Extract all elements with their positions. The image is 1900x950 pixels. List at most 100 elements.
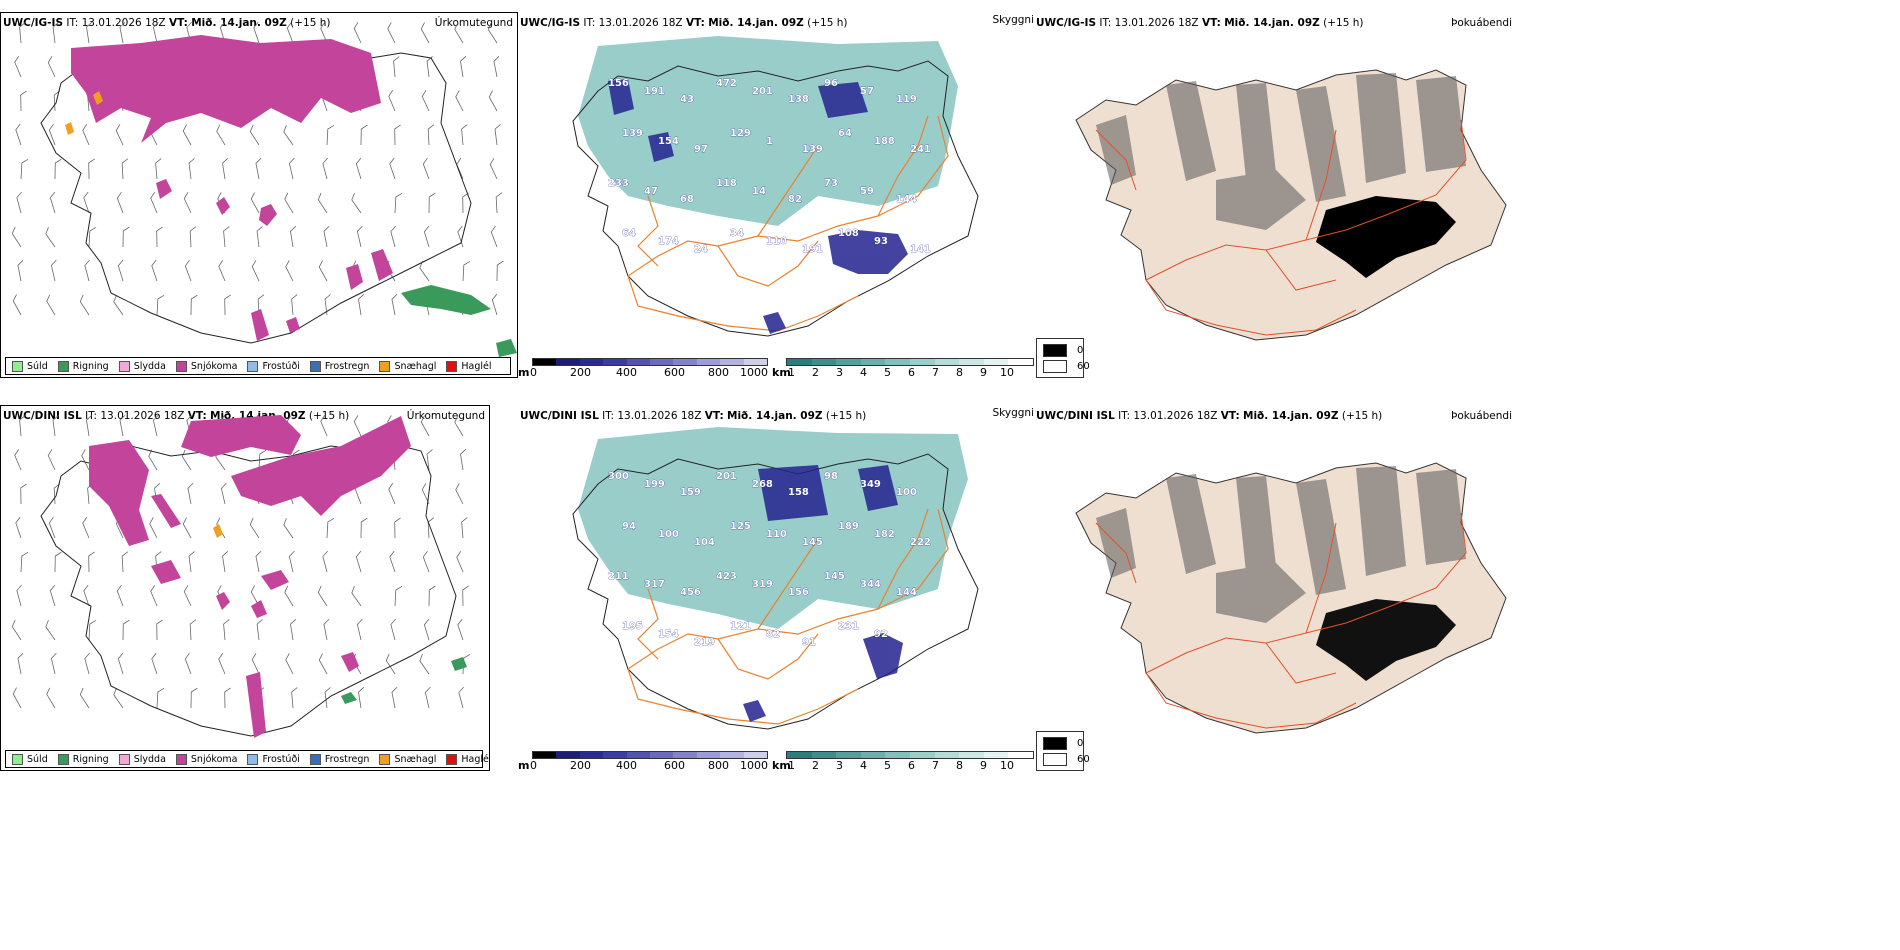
visibility-value-label: 139 [802,144,823,155]
wind-barb-icon [258,449,267,471]
colorbar-tick: 6 [908,366,915,378]
colorbar-tick: 1000 [740,366,768,378]
wind-barb-icon [390,618,396,641]
fog-legend-low: 60 [1043,753,1090,766]
road-network [627,508,949,725]
colorbar-strip [532,358,768,366]
wind-barb-icon [183,585,192,607]
wind-barb-icon [47,56,56,78]
wind-barb-icon [115,124,124,146]
wind-barb-icon [88,226,97,248]
wind-barb-icon [222,158,229,180]
wind-barbs [11,21,504,316]
map-header: UWC/IG-IS IT: 13.01.2026 18Z VT: Mið. 14… [3,17,330,29]
vt-label: VT: [1220,410,1240,422]
wind-barb-icon [224,687,231,709]
visibility-value-label: 144 [896,194,917,205]
legend-item: Rigning [57,753,109,765]
wind-barb-icon [428,585,436,607]
wind-barb-icon [17,259,24,282]
visibility-value-label: 139 [622,128,643,139]
wind-barb-icon [324,294,331,316]
wind-barb-icon [496,260,504,282]
colorbar-segment [696,752,721,758]
colorbar-segment [934,359,960,365]
colorbar-tick: 0 [530,759,537,771]
fog-map-row1: UWC/IG-IS IT: 13.01.2026 18Z VT: Mið. 14… [1036,12,1518,342]
visibility-value-label: 91 [802,637,816,648]
wind-barb-icon [19,22,26,44]
legend-item: Slydda [118,753,166,765]
colorbar-tick: 200 [570,759,591,771]
rain-areas [341,657,467,704]
wind-barb-icon [86,415,93,437]
colorbar-tick: 600 [664,366,685,378]
visibility-map: 156 191 43 472 201 138 96 57 119 139 154 97 129 1 139 6… [572,36,979,337]
it-label: IT: [66,17,79,29]
wind-barb-icon [54,158,62,180]
wind-barb-icon [121,551,129,573]
wind-barb-icon [291,294,298,316]
wind-barb-icon [284,192,294,214]
visibility-value-label: 145 [802,537,823,548]
visibility-value-label: 211 [608,571,629,582]
visibility-value-label: 64 [622,228,636,239]
wind-barb-icon [351,586,362,607]
legend-item: Snjókoma [175,753,237,765]
visibility-value-label: 138 [788,94,809,105]
visibility-map: 300 199 159 201 268 158 98 349 100 94 100 104 125 110… [572,427,979,730]
wind-barb-icon [324,687,331,709]
wind-barb-icon [16,191,22,214]
colorbar-tick: 8 [956,366,963,378]
model-name: UWC/IG-IS [520,17,581,29]
wind-barb-icon [218,260,226,282]
wind-barb-icon [54,551,62,573]
wind-barb-icon [46,687,56,709]
visibility-value-label: 233 [608,178,629,189]
legend-label: Súld [27,753,48,765]
wind-barb-icon [394,517,401,539]
colorbar-tick: 2 [812,759,819,771]
colorbar-segment [860,359,886,365]
fog-map [1075,69,1507,341]
wind-barb-icon [391,686,398,709]
colorbar-tick: 1 [788,759,795,771]
wind-barb-icon [457,618,464,641]
visibility-value-label: 64 [838,128,852,139]
wind-barb-icon [88,619,97,641]
colorbar-segment [673,359,697,365]
wind-barb-icon [322,157,328,180]
glacier-dark [1316,599,1456,681]
wind-barb-icon [46,294,56,316]
wind-barb-icon [256,619,263,641]
wind-barb-icon [187,482,194,505]
wind-barbs [11,414,471,709]
wind-barb-icon [12,687,22,709]
fog-shading [1096,73,1466,230]
visibility-value-label: 96 [824,78,838,89]
colorbar-tick: 5 [884,366,891,378]
graupel-areas [213,524,223,538]
wind-barb-icon [454,22,464,44]
wind-barb-icon [426,56,433,78]
colorbar-segment [626,752,651,758]
wind-barb-icon [249,517,260,539]
wind-barb-icon [317,192,328,214]
wind-barb-icon [424,686,431,709]
model-name: UWC/DINI ISL [3,410,82,422]
wind-barb-icon [250,192,260,214]
legend-label: Rigning [72,753,109,765]
colorbar-segment [696,359,721,365]
colorbar-tick: 3 [836,759,843,771]
colorbar-tick: 200 [570,366,591,378]
wind-barb-icon [249,124,260,146]
wind-barb-icon [422,157,430,180]
wind-barb-icon [389,550,396,573]
wind-barb-icon [323,225,330,248]
wind-barb-icon [84,259,90,282]
wind-barb-icon [113,295,124,316]
wind-barb-icon [461,124,468,146]
wind-barb-icon [422,550,430,573]
wind-barb-icon [117,259,124,282]
colorbar-segment [836,359,861,365]
